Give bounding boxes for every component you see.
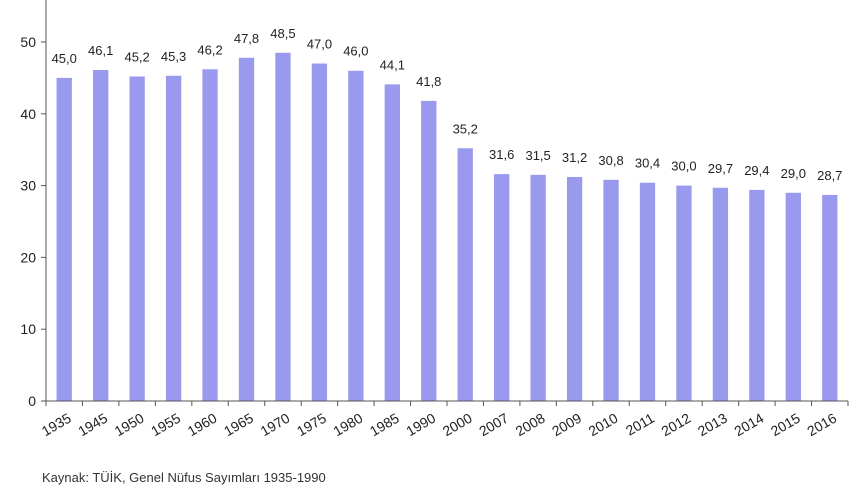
- data-label: 44,1: [380, 57, 405, 72]
- data-label: 35,2: [453, 121, 478, 136]
- data-label: 29,0: [781, 166, 806, 181]
- bar: [822, 194, 838, 401]
- data-label: 47,8: [234, 31, 259, 46]
- x-tick-label: 2015: [768, 410, 803, 440]
- bar: [348, 70, 364, 401]
- y-tick-label: 50: [20, 34, 36, 50]
- bar: [530, 174, 546, 401]
- bar: [165, 75, 182, 401]
- bar: [238, 57, 255, 402]
- x-tick-label: 2007: [476, 410, 511, 440]
- x-tick-label: 1985: [367, 410, 402, 440]
- bar: [749, 189, 765, 401]
- bar: [712, 187, 729, 401]
- bar: [421, 100, 437, 401]
- y-tick-label: 30: [20, 178, 36, 194]
- x-tick-label: 2008: [513, 410, 548, 440]
- x-tick-label: 1965: [221, 410, 256, 440]
- x-tick-label: 2014: [731, 410, 766, 440]
- bar: [93, 70, 109, 401]
- data-label: 45,3: [161, 49, 186, 64]
- data-label: 45,2: [124, 49, 149, 64]
- x-tick-label: 2011: [623, 410, 657, 439]
- x-tick-label: 1990: [403, 410, 438, 440]
- x-tick-label: 1945: [75, 410, 110, 440]
- data-label: 29,4: [744, 163, 769, 178]
- x-tick-label: 1935: [39, 410, 74, 440]
- y-axis: 0 10 20 30 40 50: [20, 0, 47, 409]
- bar: [566, 176, 583, 401]
- x-tick-label: 2012: [658, 410, 693, 440]
- bars: [56, 52, 838, 402]
- bar: [275, 52, 291, 402]
- x-tick-label: 1955: [148, 410, 183, 440]
- y-tick-label: 0: [28, 393, 36, 409]
- x-tick-label: 1980: [330, 410, 365, 440]
- data-label: 31,2: [562, 150, 587, 165]
- x-tick-label: 2013: [695, 410, 730, 440]
- bar: [384, 84, 400, 402]
- bar: [603, 179, 619, 401]
- data-label: 29,7: [708, 161, 733, 176]
- bar: [202, 69, 218, 401]
- data-label: 47,0: [307, 37, 332, 52]
- data-label: 41,8: [416, 74, 441, 89]
- x-tick-label: 1960: [185, 410, 220, 440]
- x-tick-label: 1950: [112, 410, 147, 440]
- data-label: 30,0: [671, 159, 696, 174]
- x-tick-label: 2010: [586, 410, 621, 440]
- x-tick-label: 1970: [257, 410, 292, 440]
- source-note: Kaynak: TÜİK, Genel Nüfus Sayımları 1935…: [42, 470, 326, 485]
- data-label: 46,1: [88, 43, 113, 58]
- x-tick-label: 2000: [440, 410, 475, 440]
- y-tick-label: 20: [20, 249, 36, 265]
- bar: [129, 76, 145, 402]
- x-tick-label: 1975: [294, 410, 329, 440]
- bar: [676, 185, 692, 401]
- bar: [785, 192, 801, 401]
- data-label: 30,4: [635, 156, 660, 171]
- data-label: 46,0: [343, 44, 368, 59]
- data-label: 48,5: [270, 26, 295, 41]
- bar: [639, 182, 656, 401]
- y-tick-label: 10: [20, 321, 36, 337]
- x-tick-label: 2016: [804, 410, 839, 440]
- bar: [311, 63, 328, 401]
- data-label: 31,6: [489, 147, 514, 162]
- bar: [56, 77, 72, 402]
- bar: [457, 148, 473, 401]
- data-label: 45,0: [52, 51, 77, 66]
- data-label: 30,8: [598, 153, 623, 168]
- x-tick-label: 2009: [549, 410, 584, 440]
- bar: [494, 174, 510, 401]
- data-label: 46,2: [197, 42, 222, 57]
- data-labels: 45,0 46,1 45,2 45,3 46,2 47,8 48,5 47,0 46,0 44,1…: [52, 26, 843, 183]
- y-tick-label: 40: [20, 106, 36, 122]
- data-label: 28,7: [817, 168, 842, 183]
- x-axis: 1935 1945 1950 1955 1960 1965 1970 1975 1980 1985…: [39, 400, 849, 440]
- data-label: 31,5: [525, 148, 550, 163]
